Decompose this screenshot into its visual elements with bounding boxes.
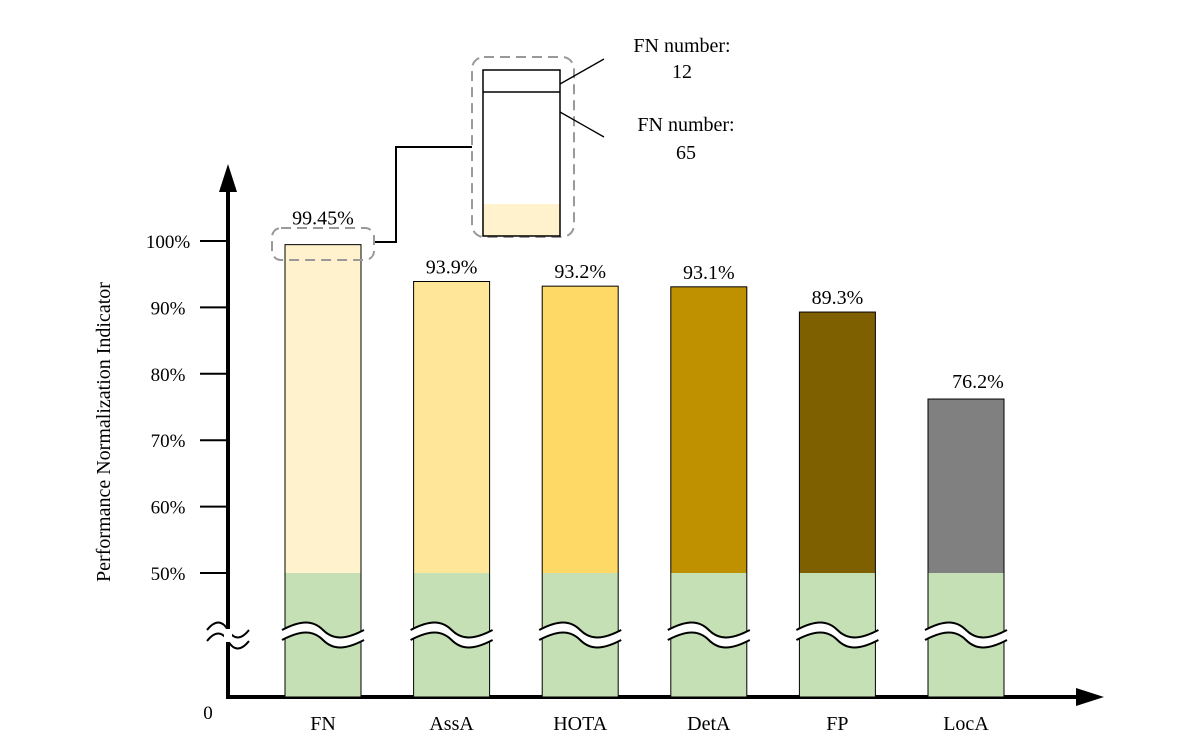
data-label: 76.2% (952, 371, 1004, 393)
y-axis-label: Performance Normalization Indicator (93, 282, 115, 582)
bar-group: 99.45% FN (281, 208, 365, 735)
inset-connector (374, 146, 472, 243)
x-axis-arrow (1076, 688, 1104, 706)
data-label: 89.3% (812, 287, 864, 309)
bar-outline (927, 398, 1005, 698)
data-label: 93.9% (426, 257, 478, 279)
bar-break-mark (924, 631, 1008, 649)
inset-pointer-bottom (559, 111, 605, 138)
inset-bar-fill (483, 204, 560, 236)
bar-break-gap (282, 622, 364, 648)
bar-break-mark (538, 631, 622, 649)
inset-bar-outline (482, 69, 561, 237)
bar (413, 281, 490, 573)
inset-value-top: 12 (672, 61, 692, 83)
y-axis-arrow (219, 164, 237, 192)
inset-value-bottom: 65 (676, 142, 696, 164)
bar-break-gap (667, 622, 750, 648)
bar (285, 244, 361, 574)
bar-break-mark (667, 631, 751, 649)
bar-break-mark (667, 621, 751, 639)
bar (542, 286, 619, 573)
y-tick-label: 60% (151, 498, 186, 519)
data-label: 99.45% (292, 208, 354, 230)
bar-break-mark (410, 631, 494, 649)
bar-break-gap (539, 622, 622, 648)
x-tick-label: AssA (429, 713, 474, 735)
fn-zoom-inset: FN number: 12 FN number: 65 (271, 35, 735, 261)
y-tick-label: 90% (151, 298, 186, 319)
bar (928, 399, 1004, 573)
bar-outline (541, 285, 619, 698)
bar (799, 312, 876, 573)
inset-pointer-top (559, 58, 605, 85)
data-label: 93.2% (554, 261, 606, 283)
bar-outline (284, 244, 362, 698)
x-tick-label: LocA (943, 713, 989, 735)
bar-break-mark (795, 621, 879, 639)
bar-break-gap (925, 622, 1007, 648)
inset-label-bottom: FN number: (637, 114, 734, 136)
bar (670, 286, 747, 573)
bar-break-mark (281, 621, 365, 639)
axis-break-gap (224, 629, 232, 642)
bar-break-gap (410, 622, 493, 648)
bar-outline (670, 286, 748, 698)
bar-break-mark (410, 621, 494, 639)
x-tick-label: FP (826, 713, 848, 735)
bar-group: 93.9% AssA (410, 257, 494, 735)
y-tick-label: 80% (151, 365, 186, 386)
bar-break-mark (924, 621, 1008, 639)
bar-outline (413, 281, 491, 698)
inset-dashed-box (471, 56, 575, 238)
bar-group: 76.2% LocA (924, 371, 1008, 735)
bar-break-mark (281, 631, 365, 649)
bar-group: 93.1% DetA (667, 262, 751, 735)
bar-break-mark (538, 621, 622, 639)
bar-group: 89.3% FP (795, 287, 879, 735)
data-label: 93.1% (683, 262, 735, 284)
y-tick-label: 100% (146, 232, 191, 253)
x-tick-label: FN (310, 713, 336, 735)
y-tick-label: 50% (151, 564, 186, 585)
x-tick-label: DetA (687, 713, 731, 735)
bar-outline (798, 311, 876, 698)
zero-tick-label: 0 (203, 703, 213, 724)
fn-top-dashed-box (271, 227, 375, 261)
bar-group: 93.2% HOTA (538, 261, 622, 735)
inset-label-top: FN number: (633, 35, 730, 57)
bar-break-gap (796, 622, 879, 648)
bar-break-mark (795, 631, 879, 649)
x-tick-label: HOTA (553, 713, 608, 735)
y-tick-label: 70% (151, 431, 186, 452)
